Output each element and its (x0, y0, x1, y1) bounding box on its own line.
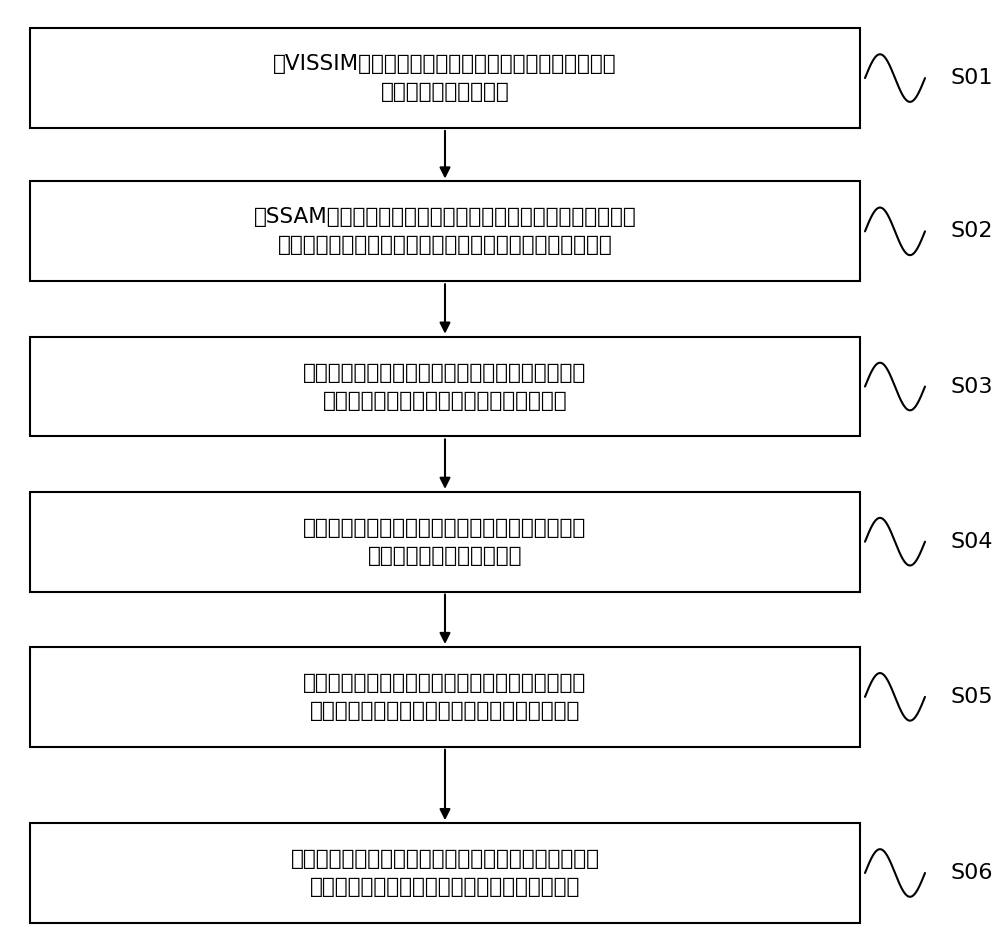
Text: S03: S03 (950, 376, 992, 397)
FancyBboxPatch shape (30, 823, 860, 923)
Text: 根据所述各冲突类型中所述各冲突的所述冲突风险
指数的取值分布计算所述各冲突类型的危险权重: 根据所述各冲突类型中所述各冲突的所述冲突风险 指数的取值分布计算所述各冲突类型的… (303, 673, 587, 721)
Text: 在VISSIM中建立所述道路交叉口的仿真模型，并进行仿
真实验和输出轨迹文件: 在VISSIM中建立所述道路交叉口的仿真模型，并进行仿 真实验和输出轨迹文件 (273, 54, 617, 102)
FancyBboxPatch shape (30, 337, 860, 436)
Text: S04: S04 (950, 531, 992, 552)
Text: S05: S05 (950, 686, 993, 707)
FancyBboxPatch shape (30, 181, 860, 282)
FancyBboxPatch shape (30, 492, 860, 591)
FancyBboxPatch shape (30, 647, 860, 746)
Text: S02: S02 (950, 221, 992, 242)
Text: 根据所述冲突属性计量指标计算所述各冲突类型中
所述各冲突的冲突风险指数: 根据所述冲突属性计量指标计算所述各冲突类型中 所述各冲突的冲突风险指数 (303, 518, 587, 565)
Text: S06: S06 (950, 863, 992, 883)
Text: 根据所述各冲突类型的所述危险权重和所述各冲突类型
的统计数量获取所述道路交叉口的安全风险指数: 根据所述各冲突类型的所述危险权重和所述各冲突类型 的统计数量获取所述道路交叉口的… (290, 849, 600, 897)
FancyBboxPatch shape (30, 28, 860, 129)
Text: 在SSAM中对所述轨迹文件进行分析获取冲突统计结果，所述冲
突统计结果包括：冲突车辆方向间夹角和冲突属性计量指标: 在SSAM中对所述轨迹文件进行分析获取冲突统计结果，所述冲 突统计结果包括：冲突… (254, 208, 636, 255)
Text: S01: S01 (950, 68, 992, 89)
Text: 根据所述冲突车辆方向间夹角将所述道路交叉口的
各冲突按照不同危险等级划分为各冲突类型: 根据所述冲突车辆方向间夹角将所述道路交叉口的 各冲突按照不同危险等级划分为各冲突… (303, 363, 587, 410)
